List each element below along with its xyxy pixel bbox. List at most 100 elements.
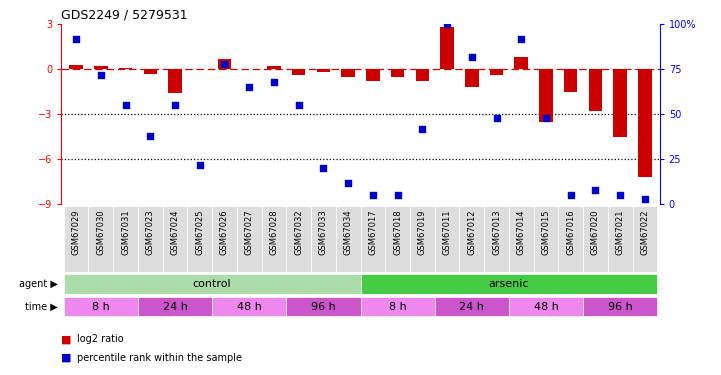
Bar: [286, 297, 360, 316]
Bar: [614, 69, 627, 137]
Text: GSM67033: GSM67033: [319, 210, 328, 255]
Text: GSM67016: GSM67016: [566, 210, 575, 255]
Text: GSM67022: GSM67022: [640, 210, 650, 255]
Bar: [410, 206, 435, 272]
Bar: [69, 65, 83, 69]
Text: agent ▶: agent ▶: [19, 279, 58, 289]
Text: ■: ■: [61, 353, 72, 363]
Text: arsenic: arsenic: [489, 279, 529, 289]
Text: 96 h: 96 h: [311, 302, 336, 312]
Text: GSM67023: GSM67023: [146, 210, 155, 255]
Point: [392, 192, 403, 198]
Bar: [484, 206, 509, 272]
Point: [268, 79, 280, 85]
Text: GSM67015: GSM67015: [541, 210, 550, 255]
Bar: [465, 69, 479, 87]
Bar: [515, 57, 528, 69]
Text: GSM67028: GSM67028: [270, 210, 278, 255]
Text: control: control: [193, 279, 231, 289]
Text: GSM67025: GSM67025: [195, 210, 204, 255]
Bar: [558, 206, 583, 272]
Text: time ▶: time ▶: [25, 302, 58, 312]
Bar: [608, 206, 632, 272]
Bar: [459, 206, 484, 272]
Point: [441, 21, 453, 27]
Text: GSM67013: GSM67013: [492, 210, 501, 255]
Bar: [212, 206, 237, 272]
Bar: [163, 206, 187, 272]
Bar: [119, 68, 133, 69]
Point: [218, 61, 230, 67]
Bar: [336, 206, 360, 272]
Bar: [212, 297, 286, 316]
Text: GSM67019: GSM67019: [418, 210, 427, 255]
Text: 48 h: 48 h: [534, 302, 558, 312]
Point: [318, 165, 329, 171]
Text: GSM67012: GSM67012: [467, 210, 477, 255]
Point: [466, 54, 477, 60]
Bar: [360, 297, 435, 316]
Bar: [138, 206, 163, 272]
Text: GSM67021: GSM67021: [616, 210, 624, 255]
Text: ■: ■: [61, 334, 72, 344]
Bar: [441, 27, 454, 69]
Point: [342, 180, 354, 186]
Text: GSM67024: GSM67024: [171, 210, 180, 255]
Bar: [588, 69, 602, 111]
Bar: [360, 274, 658, 294]
Bar: [286, 206, 311, 272]
Point: [293, 102, 304, 108]
Text: 24 h: 24 h: [459, 302, 485, 312]
Bar: [539, 69, 553, 122]
Point: [491, 115, 503, 121]
Bar: [638, 69, 652, 177]
Bar: [311, 206, 336, 272]
Bar: [632, 206, 658, 272]
Bar: [267, 66, 280, 69]
Text: GSM67018: GSM67018: [393, 210, 402, 255]
Bar: [341, 69, 355, 77]
Bar: [360, 206, 385, 272]
Bar: [391, 69, 404, 77]
Text: GSM67029: GSM67029: [71, 210, 81, 255]
Bar: [534, 206, 558, 272]
Text: log2 ratio: log2 ratio: [77, 334, 124, 344]
Bar: [94, 66, 107, 69]
Bar: [564, 69, 578, 92]
Point: [120, 102, 131, 108]
Point: [169, 102, 181, 108]
Text: GSM67017: GSM67017: [368, 210, 377, 255]
Text: GSM67027: GSM67027: [244, 210, 254, 255]
Bar: [63, 206, 89, 272]
Point: [367, 192, 379, 198]
Point: [71, 36, 82, 42]
Text: GSM67032: GSM67032: [294, 210, 303, 255]
Bar: [435, 297, 509, 316]
Bar: [262, 206, 286, 272]
Point: [614, 192, 626, 198]
Bar: [138, 297, 212, 316]
Point: [565, 192, 577, 198]
Bar: [292, 69, 306, 75]
Point: [244, 84, 255, 90]
Bar: [187, 206, 212, 272]
Bar: [63, 274, 360, 294]
Text: GSM67011: GSM67011: [443, 210, 451, 255]
Text: GSM67034: GSM67034: [344, 210, 353, 255]
Text: percentile rank within the sample: percentile rank within the sample: [77, 353, 242, 363]
Text: 96 h: 96 h: [608, 302, 632, 312]
Bar: [415, 69, 429, 81]
Text: GSM67026: GSM67026: [220, 210, 229, 255]
Text: 8 h: 8 h: [389, 302, 407, 312]
Bar: [509, 206, 534, 272]
Point: [194, 162, 205, 168]
Bar: [490, 69, 503, 75]
Text: GSM67030: GSM67030: [97, 210, 105, 255]
Bar: [143, 69, 157, 74]
Bar: [63, 297, 138, 316]
Bar: [168, 69, 182, 93]
Bar: [385, 206, 410, 272]
Point: [590, 187, 601, 193]
Bar: [583, 297, 658, 316]
Text: 24 h: 24 h: [163, 302, 187, 312]
